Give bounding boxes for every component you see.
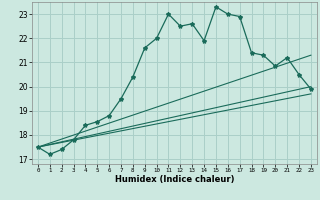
X-axis label: Humidex (Indice chaleur): Humidex (Indice chaleur) xyxy=(115,175,234,184)
